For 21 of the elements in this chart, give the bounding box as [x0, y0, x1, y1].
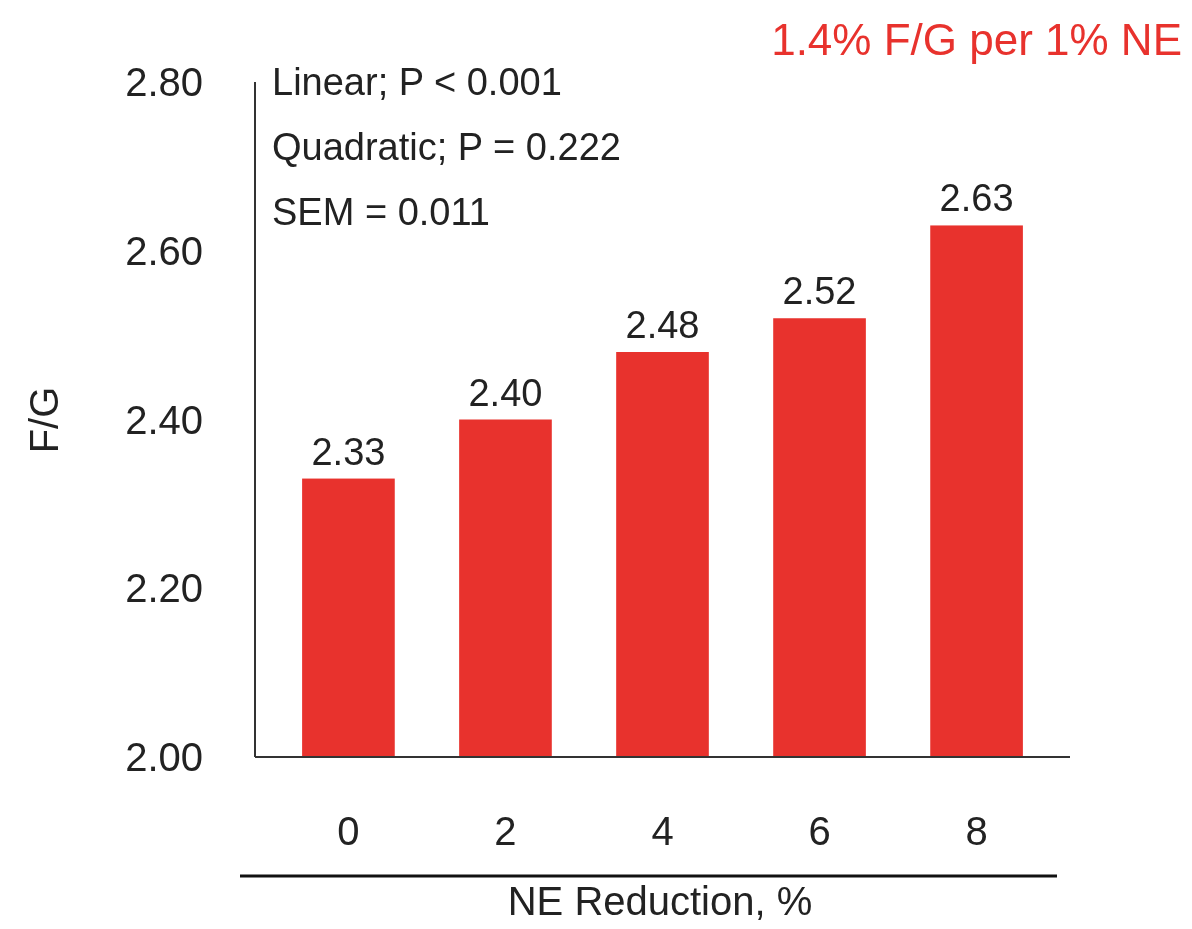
x-tick-label: 8 [965, 809, 988, 853]
y-tick-label: 2.40 [125, 397, 203, 442]
annotation: SEM = 0.011 [272, 191, 490, 233]
data-label: 2.48 [625, 304, 700, 346]
data-label: 2.52 [782, 270, 857, 313]
y-axis-title: F/G [22, 386, 66, 454]
x-tick-label: 2 [494, 809, 517, 853]
x-tick-label: 4 [651, 809, 674, 853]
y-tick-label: 2.00 [125, 735, 203, 779]
data-label: 2.63 [939, 177, 1014, 220]
y-tick-label: 2.80 [125, 60, 203, 104]
text: 1.4% F/G per 1% NE [771, 15, 1182, 64]
annotation: Quadratic; P = 0.222 [272, 126, 621, 168]
x-tick-label: 6 [808, 809, 831, 853]
y-tick-label: 2.20 [125, 566, 203, 611]
data-label: 2.33 [311, 430, 386, 473]
data-label: 2.40 [468, 371, 543, 414]
y-tick-label: 2.60 [125, 228, 203, 273]
x-tick-label: 0 [337, 809, 360, 853]
annotation: Linear; P < 0.001 [272, 61, 562, 103]
x-axis-title: NE Reduction, % [507, 879, 813, 923]
